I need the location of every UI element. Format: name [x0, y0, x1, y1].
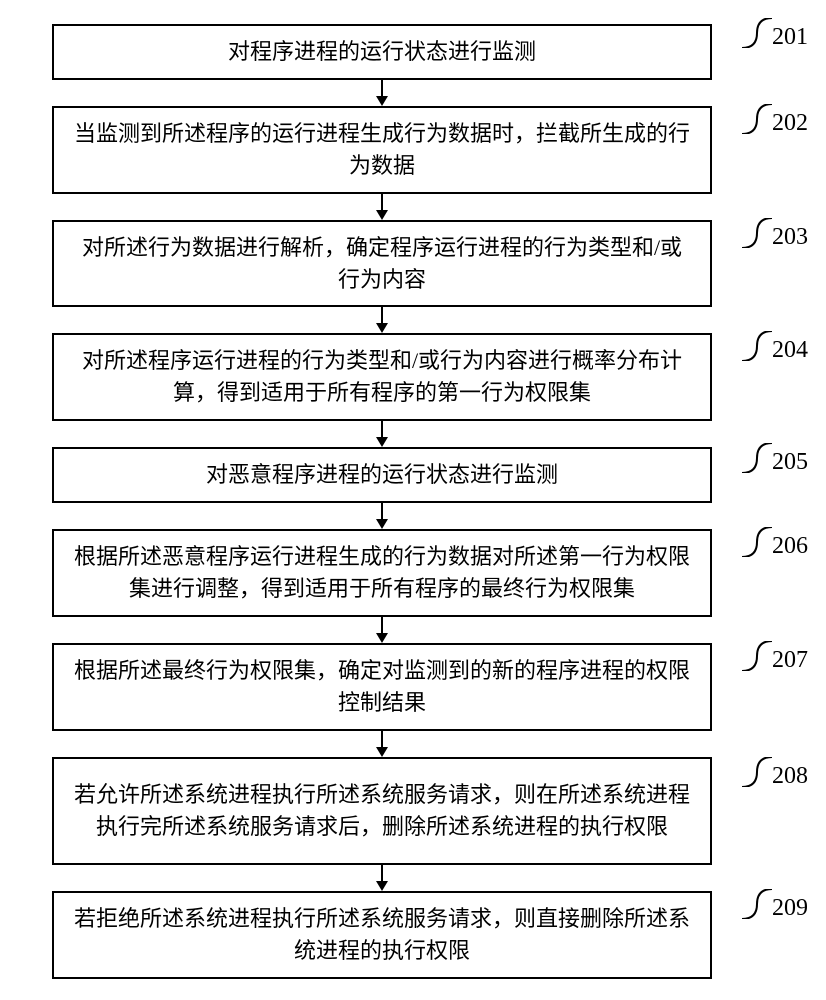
- step-box-207: 根据所述最终行为权限集，确定对监测到的新的程序进程的权限控制结果: [52, 643, 712, 731]
- step-label-207: 207: [772, 647, 808, 674]
- curly-bracket-icon: [742, 443, 772, 478]
- flowchart-container: 对程序进程的运行状态进行监测 201 当监测到所述程序的运行进程生成行为数据时，…: [52, 24, 712, 979]
- step-box-204: 对所述程序运行进程的行为类型和/或行为内容进行概率分布计算，得到适用于所有程序的…: [52, 333, 712, 421]
- arrow-down-icon: [52, 80, 712, 106]
- step-box-202: 当监测到所述程序的运行进程生成行为数据时，拦截所生成的行为数据: [52, 106, 712, 194]
- arrow-down-icon: [52, 307, 712, 333]
- flow-step: 当监测到所述程序的运行进程生成行为数据时，拦截所生成的行为数据 202: [52, 106, 712, 194]
- arrow-down-icon: [52, 421, 712, 447]
- flow-step: 对所述行为数据进行解析，确定程序运行进程的行为类型和/或行为内容 203: [52, 220, 712, 308]
- step-label-209: 209: [772, 895, 808, 922]
- arrow-down-icon: [52, 865, 712, 891]
- step-box-205: 对恶意程序进程的运行状态进行监测: [52, 447, 712, 503]
- flow-step: 根据所述恶意程序运行进程生成的行为数据对所述第一行为权限集进行调整，得到适用于所…: [52, 529, 712, 617]
- curly-bracket-icon: [742, 527, 772, 562]
- step-label-206: 206: [772, 533, 808, 560]
- step-label-204: 204: [772, 337, 808, 364]
- step-box-208: 若允许所述系统进程执行所述系统服务请求，则在所述系统进程执行完所述系统服务请求后…: [52, 757, 712, 865]
- arrow-down-icon: [52, 617, 712, 643]
- arrow-down-icon: [52, 503, 712, 529]
- flow-step: 若允许所述系统进程执行所述系统服务请求，则在所述系统进程执行完所述系统服务请求后…: [52, 757, 712, 865]
- flow-step: 对恶意程序进程的运行状态进行监测 205: [52, 447, 712, 503]
- curly-bracket-icon: [742, 757, 772, 792]
- step-label-202: 202: [772, 110, 808, 137]
- step-box-201: 对程序进程的运行状态进行监测: [52, 24, 712, 80]
- curly-bracket-icon: [742, 331, 772, 366]
- step-label-203: 203: [772, 224, 808, 251]
- curly-bracket-icon: [742, 218, 772, 253]
- curly-bracket-icon: [742, 889, 772, 924]
- step-label-205: 205: [772, 449, 808, 476]
- step-label-201: 201: [772, 24, 808, 51]
- flow-step: 根据所述最终行为权限集，确定对监测到的新的程序进程的权限控制结果 207: [52, 643, 712, 731]
- curly-bracket-icon: [742, 641, 772, 676]
- step-box-209: 若拒绝所述系统进程执行所述系统服务请求，则直接删除所述系统进程的执行权限: [52, 891, 712, 979]
- arrow-down-icon: [52, 194, 712, 220]
- curly-bracket-icon: [742, 104, 772, 139]
- flow-step: 对程序进程的运行状态进行监测 201: [52, 24, 712, 80]
- arrow-down-icon: [52, 731, 712, 757]
- step-box-203: 对所述行为数据进行解析，确定程序运行进程的行为类型和/或行为内容: [52, 220, 712, 308]
- flow-step: 对所述程序运行进程的行为类型和/或行为内容进行概率分布计算，得到适用于所有程序的…: [52, 333, 712, 421]
- step-box-206: 根据所述恶意程序运行进程生成的行为数据对所述第一行为权限集进行调整，得到适用于所…: [52, 529, 712, 617]
- flow-step: 若拒绝所述系统进程执行所述系统服务请求，则直接删除所述系统进程的执行权限 209: [52, 891, 712, 979]
- curly-bracket-icon: [742, 18, 772, 53]
- step-label-208: 208: [772, 763, 808, 790]
